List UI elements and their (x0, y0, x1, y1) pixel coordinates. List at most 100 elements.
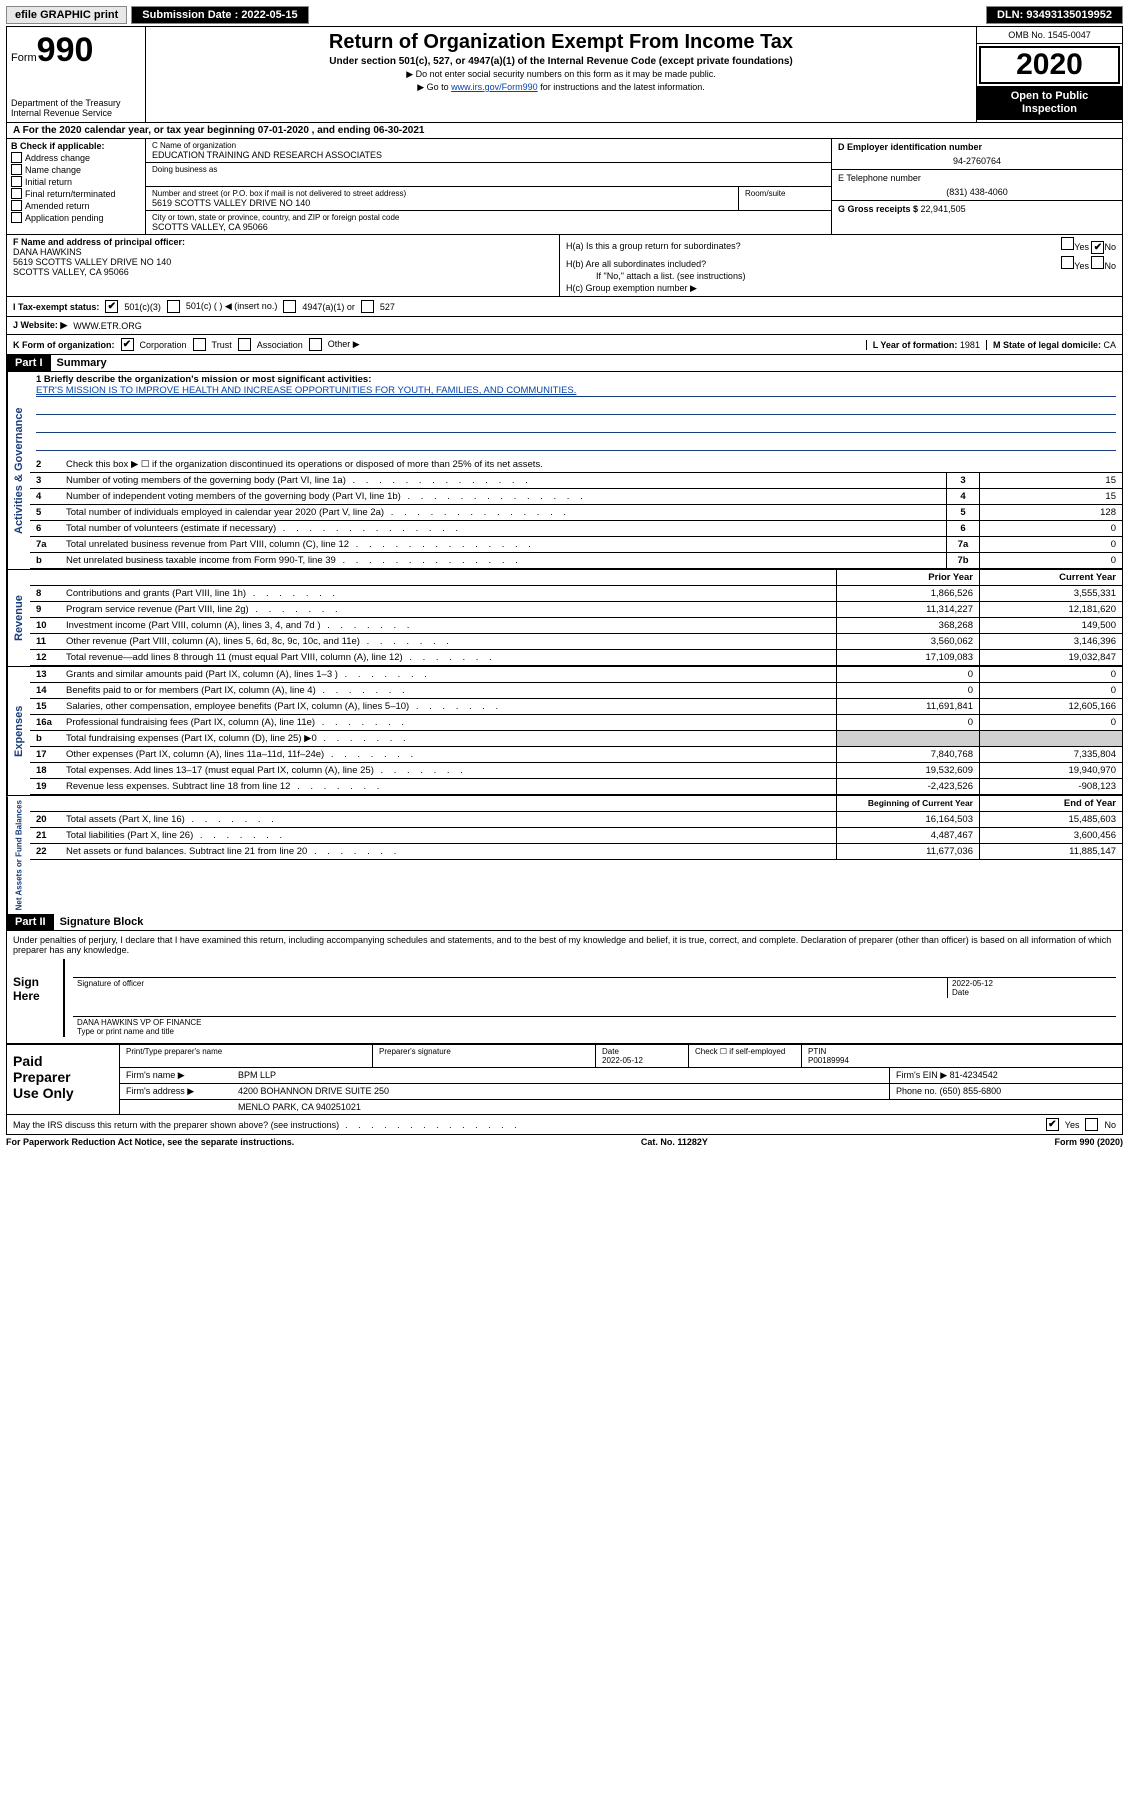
line-num: 16a (30, 715, 62, 730)
sig-date: 2022-05-12 (952, 979, 993, 988)
m-label: M State of legal domicile: (993, 340, 1104, 350)
chk-initial-return[interactable] (11, 176, 22, 187)
paid-preparer-label: PaidPreparerUse Only (7, 1045, 119, 1114)
line-text: Number of voting members of the governin… (62, 473, 946, 488)
chk-final-return[interactable] (11, 188, 22, 199)
prior-year-val: 0 (836, 667, 979, 682)
line-text: Salaries, other compensation, employee b… (62, 699, 836, 714)
line-value: 15 (979, 489, 1122, 504)
line-num: 21 (30, 828, 62, 843)
line-box: 6 (946, 521, 979, 536)
part2-title: Signature Block (60, 916, 144, 928)
chk-527[interactable] (361, 300, 374, 313)
chk-4947[interactable] (283, 300, 296, 313)
line-text: Other revenue (Part VIII, column (A), li… (62, 634, 836, 649)
no-label: No (1104, 242, 1116, 252)
opt-527: 527 (380, 302, 395, 312)
sign-here-label: SignHere (13, 959, 63, 1037)
year-formation: 1981 (960, 340, 980, 350)
officer-name: DANA HAWKINS (13, 247, 553, 257)
room-label: Room/suite (745, 189, 825, 198)
prior-year-val: 11,314,227 (836, 602, 979, 617)
chk-trust[interactable] (193, 338, 206, 351)
box-d-label: D Employer identification number (838, 142, 1116, 152)
mission-q: 1 Briefly describe the organization's mi… (36, 374, 1116, 385)
tax-year: 2020 (979, 46, 1120, 84)
row-a-tax-year: A For the 2020 calendar year, or tax yea… (7, 123, 1122, 139)
side-expenses: Expenses (7, 667, 30, 795)
line-num: 17 (30, 747, 62, 762)
line-num: 5 (30, 505, 62, 520)
discuss-yes[interactable]: ✔ (1046, 1118, 1059, 1131)
dln: DLN: 93493135019952 (986, 6, 1123, 24)
line-text: Revenue less expenses. Subtract line 18 … (62, 779, 836, 794)
opt-4947: 4947(a)(1) or (302, 302, 355, 312)
prior-year-val: 11,691,841 (836, 699, 979, 714)
chk-other[interactable] (309, 338, 322, 351)
chk-corp[interactable]: ✔ (121, 338, 134, 351)
chk-amended[interactable] (11, 200, 22, 211)
irs-link[interactable]: www.irs.gov/Form990 (451, 82, 538, 92)
addr-label: Number and street (or P.O. box if mail i… (152, 189, 732, 198)
line-num: 3 (30, 473, 62, 488)
ssn-warning: ▶ Do not enter social security numbers o… (154, 69, 968, 80)
current-year-val: 3,555,331 (979, 586, 1122, 601)
current-year-val: 19,032,847 (979, 650, 1122, 665)
line-value: 0 (979, 537, 1122, 552)
hb-no[interactable] (1091, 256, 1104, 269)
current-year-val: 11,885,147 (979, 844, 1122, 859)
org-name: EDUCATION TRAINING AND RESEARCH ASSOCIAT… (152, 150, 825, 160)
hb-yes[interactable] (1061, 256, 1074, 269)
penalty-text: Under penalties of perjury, I declare th… (7, 931, 1122, 959)
line-box: 5 (946, 505, 979, 520)
line-text: Total number of volunteers (estimate if … (62, 521, 946, 536)
box-c-label: C Name of organization (152, 141, 825, 150)
paperwork-notice: For Paperwork Reduction Act Notice, see … (6, 1137, 294, 1147)
chk-app-pending[interactable] (11, 212, 22, 223)
chk-address-change[interactable] (11, 152, 22, 163)
l-label: L Year of formation: (873, 340, 960, 350)
chk-501c3[interactable]: ✔ (105, 300, 118, 313)
opt-501c: 501(c) ( ) ◀ (insert no.) (186, 301, 277, 312)
current-year-val: -908,123 (979, 779, 1122, 794)
line-num: 4 (30, 489, 62, 504)
discuss-question: May the IRS discuss this return with the… (13, 1120, 339, 1130)
row-i-label: I Tax-exempt status: (13, 302, 99, 312)
current-year-val: 7,335,804 (979, 747, 1122, 762)
line-num: 10 (30, 618, 62, 633)
line-box: 4 (946, 489, 979, 504)
prior-year-val: 17,109,083 (836, 650, 979, 665)
opt-501c3: 501(c)(3) (124, 302, 161, 312)
box-f-label: F Name and address of principal officer: (13, 237, 553, 247)
line-num: 12 (30, 650, 62, 665)
form-label: Form (11, 52, 37, 64)
line-num: b (30, 553, 62, 568)
firm-addr1: 4200 BOHANNON DRIVE SUITE 250 (232, 1084, 889, 1099)
opt-corp: Corporation (140, 340, 187, 350)
current-year-val: 3,146,396 (979, 634, 1122, 649)
current-year-val: 3,600,456 (979, 828, 1122, 843)
lbl-app-pending: Application pending (25, 213, 104, 223)
row-k-label: K Form of organization: (13, 340, 115, 350)
chk-501c[interactable] (167, 300, 180, 313)
h-a-label: H(a) Is this a group return for subordin… (566, 241, 741, 251)
lbl-address-change: Address change (25, 153, 90, 163)
dept-treasury: Department of the TreasuryInternal Reven… (11, 98, 141, 118)
name-title-label: Type or print name and title (77, 1027, 174, 1036)
eoy-header: End of Year (979, 796, 1122, 811)
phone: (831) 438-4060 (838, 187, 1116, 197)
ha-no[interactable]: ✔ (1091, 241, 1104, 254)
current-year-val: 12,181,620 (979, 602, 1122, 617)
discuss-no[interactable] (1085, 1118, 1098, 1131)
chk-assoc[interactable] (238, 338, 251, 351)
chk-name-change[interactable] (11, 164, 22, 175)
gross-receipts: 22,941,505 (921, 204, 966, 214)
ptin: P00189994 (808, 1056, 849, 1065)
prior-year-val: 3,560,062 (836, 634, 979, 649)
prep-date-label: Date (602, 1047, 619, 1056)
current-year-header: Current Year (979, 570, 1122, 585)
efile-button[interactable]: efile GRAPHIC print (6, 6, 127, 24)
sig-officer-label: Signature of officer (73, 978, 947, 998)
officer-addr2: SCOTTS VALLEY, CA 95066 (13, 267, 553, 277)
ha-yes[interactable] (1061, 237, 1074, 250)
